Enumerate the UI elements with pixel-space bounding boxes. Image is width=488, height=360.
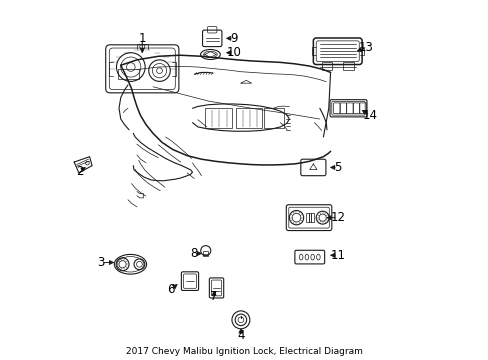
Text: 1: 1 bbox=[138, 32, 146, 45]
Text: 5: 5 bbox=[333, 161, 341, 174]
Bar bbox=[235, 108, 262, 128]
Bar bbox=[310, 213, 313, 222]
Bar bbox=[321, 62, 331, 69]
Text: 2: 2 bbox=[76, 165, 83, 177]
Text: 3: 3 bbox=[97, 256, 104, 269]
Bar bbox=[308, 213, 311, 222]
Text: 10: 10 bbox=[226, 46, 241, 59]
Bar bbox=[204, 108, 231, 128]
Text: 9: 9 bbox=[229, 32, 237, 45]
Bar bbox=[305, 213, 308, 222]
Text: 14: 14 bbox=[362, 109, 377, 122]
Text: 4: 4 bbox=[237, 329, 244, 342]
Text: 2017 Chevy Malibu Ignition Lock, Electrical Diagram: 2017 Chevy Malibu Ignition Lock, Electri… bbox=[126, 347, 362, 356]
Bar bbox=[343, 62, 353, 69]
Bar bbox=[118, 69, 139, 79]
Text: 7: 7 bbox=[210, 290, 217, 303]
Text: 12: 12 bbox=[329, 211, 345, 224]
Text: 13: 13 bbox=[358, 41, 373, 54]
Bar bbox=[203, 251, 208, 256]
Text: 11: 11 bbox=[329, 249, 345, 262]
Text: 6: 6 bbox=[167, 283, 174, 296]
Bar bbox=[264, 108, 284, 128]
Text: 8: 8 bbox=[190, 247, 198, 260]
